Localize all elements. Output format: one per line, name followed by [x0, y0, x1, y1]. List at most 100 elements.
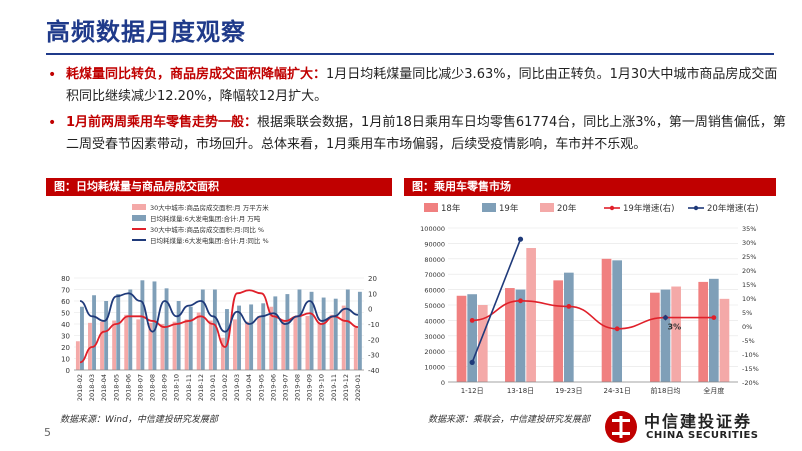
legend-swatch	[424, 203, 438, 212]
legend-label: 30大中城市:商品房成交面积:月 万平方米	[150, 203, 269, 212]
y-right-tick-label: -20%	[742, 379, 759, 387]
y-left-tick-label: 0	[441, 379, 445, 387]
coal-bar	[152, 281, 157, 370]
housing-yoy-line	[79, 289, 359, 364]
y-left-tick-label: 0	[66, 367, 70, 375]
bullet-lead: 1月前两周乘用车零售走势一般：	[66, 115, 258, 130]
growth-annotation: 3%	[668, 323, 682, 332]
housing-area-bar	[148, 322, 153, 370]
retail-bar-19年	[467, 294, 477, 382]
coal-bar	[321, 297, 326, 370]
x-tick-label: 2019-01	[209, 374, 217, 401]
left-chart-panel: 图：日均耗煤量与商品房成交面积 30大中城市:商品房成交面积:月 万平方米 日均耗…	[46, 178, 392, 418]
x-tick-label: 13-18日	[507, 387, 534, 395]
page-title: 高频数据月度观察	[46, 17, 246, 46]
x-tick-label: 2018-09	[161, 374, 169, 401]
y-left-tick-label: 50000	[424, 302, 445, 310]
x-tick-label: 2019-05	[257, 374, 265, 401]
x-tick-label: 2018-05	[112, 374, 120, 401]
retail-bar-19年	[515, 289, 526, 382]
y-right-tick-label: -40	[368, 367, 379, 375]
retail-bar-20年	[477, 305, 488, 382]
housing-area-bar	[184, 319, 189, 370]
y-right-tick-label: 20%	[742, 267, 756, 275]
x-tick-label: 2018-04	[100, 374, 108, 401]
retail-bar-19年	[709, 278, 719, 382]
growth-2020-line	[471, 238, 522, 363]
x-tick-label: 2019-11	[330, 374, 338, 401]
company-logo: 中信建投证券 CHINA SECURITIES	[604, 408, 774, 446]
housing-area-bar	[75, 341, 80, 370]
legend-label: 19年	[499, 203, 519, 214]
x-tick-label: 2019-06	[269, 374, 277, 401]
housing-area-bar	[245, 321, 249, 370]
y-right-tick-label: 10%	[742, 295, 756, 303]
x-tick-label: 24-31日	[603, 387, 630, 395]
x-tick-label: 2018-08	[149, 374, 157, 401]
y-left-tick-label: 20000	[424, 348, 445, 356]
retail-bar-18年	[505, 288, 515, 382]
y-right-tick-label: -5%	[742, 337, 755, 345]
coal-bar	[225, 309, 229, 370]
retail-bar-19年	[564, 272, 574, 382]
housing-area-bar	[88, 322, 92, 370]
right-chart-panel: 图：乘用车零售市场 18年 19年 20年 19年增速(右) 20年增速(右) 0 1000…	[404, 178, 776, 418]
coal-bar	[176, 301, 181, 370]
coal-bar	[297, 289, 302, 370]
legend-label: 日均耗煤量:6大发电集团:合计:月 万吨	[150, 214, 261, 223]
x-tick-label: 全月度	[703, 386, 724, 395]
y-left-tick-label: 90000	[424, 240, 445, 248]
logo-text-cn: 中信建投证券	[644, 412, 753, 431]
coal-bar	[333, 298, 338, 370]
housing-area-bar	[305, 315, 310, 370]
legend-swatch	[540, 203, 554, 212]
y-left-tick-label: 20	[61, 344, 70, 352]
x-tick-label: 2018-06	[124, 374, 132, 401]
y-left-tick-label: 40000	[424, 317, 445, 325]
coal-bar	[188, 306, 193, 370]
x-tick-label: 2019-02	[221, 374, 229, 401]
car-retail-chart: 18年 19年 20年 19年增速(右) 20年增速(右) 0 10000 20000 3000…	[420, 203, 759, 395]
y-right-tick-label: 20	[368, 275, 377, 283]
coal-bar	[104, 301, 109, 370]
coal-bar	[92, 295, 96, 370]
x-tick-label: 2018-02	[76, 374, 84, 401]
coal-bar	[116, 294, 121, 370]
housing-area-bar	[293, 317, 298, 370]
x-tick-label: 2019-07	[281, 374, 289, 401]
legend-swatch	[132, 215, 146, 221]
y-left-tick-label: 30000	[424, 333, 445, 341]
title-bar: 高频数据月度观察	[0, 0, 802, 58]
coal-bar	[357, 291, 362, 370]
housing-area-bar	[341, 305, 346, 370]
legend-label: 20年	[557, 203, 577, 214]
housing-area-bar	[124, 314, 129, 370]
coal-bar	[285, 294, 290, 370]
x-tick-label: 2019-10	[318, 374, 326, 401]
right-chart-source: 数据来源：乘联会，中信建投研究发展部	[428, 415, 591, 425]
left-chart-header: 图：日均耗煤量与商品房成交面积	[46, 178, 392, 196]
coal-bar	[309, 291, 314, 370]
retail-bar-20年	[719, 298, 730, 382]
y-right-tick-label: 10	[368, 290, 377, 298]
bullet-item-cars: • 1月前两周乘用车零售走势一般：根据乘联会数据，1月前18日乘用车日均零售61…	[46, 112, 786, 156]
retail-bar-20年	[526, 248, 536, 382]
housing-area-bar	[233, 319, 237, 370]
coal-bar	[237, 305, 241, 370]
bullet-lead: 耗煤量同比转负，商品房成交面积降幅扩大：	[66, 67, 327, 82]
growth-2019-line-marker	[711, 315, 717, 320]
y-left-tick-label: 70	[61, 287, 70, 295]
retail-bar-18年	[456, 295, 467, 382]
y-right-tick-label: 25%	[742, 253, 756, 261]
legend-label: 20年增速(右)	[707, 203, 758, 214]
x-tick-label: 2018-11	[185, 374, 193, 401]
y-right-tick-label: 30%	[742, 239, 756, 247]
bullet-list: • 耗煤量同比转负，商品房成交面积降幅扩大：1月日均耗煤量同比减少3.63%，同…	[46, 64, 786, 160]
y-right-tick-label: 35%	[742, 225, 756, 233]
y-right-tick-label: -20	[368, 336, 379, 344]
housing-area-bar	[160, 324, 165, 370]
y-right-tick-label: -15%	[742, 365, 759, 373]
coal-bar	[200, 289, 205, 370]
housing-area-bar	[100, 321, 104, 370]
x-tick-label: 2019-03	[233, 374, 241, 401]
